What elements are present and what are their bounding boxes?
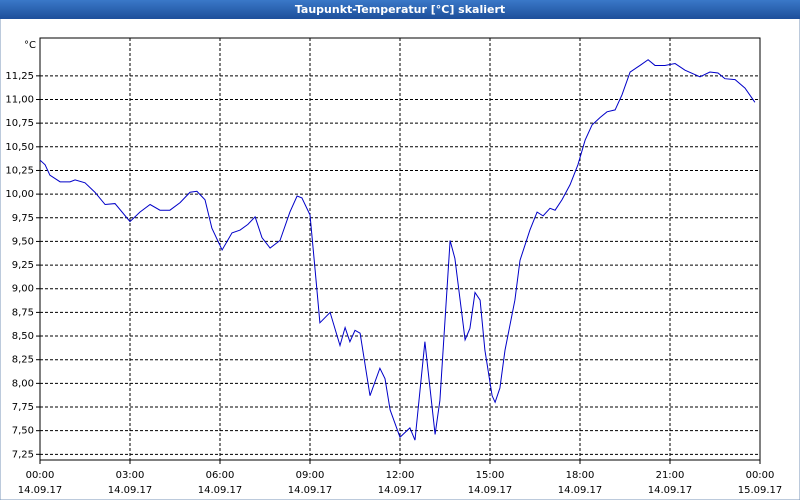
x-tick-label: 18:00 [566,470,595,481]
y-tick-label: 10,25 [5,165,34,176]
y-tick-label: 10,50 [5,142,34,153]
x-tick-label: 06:00 [206,470,235,481]
x-tick-date: 14.09.17 [648,485,693,496]
y-tick-label: 9,50 [12,236,34,247]
y-tick-label: 9,75 [12,213,34,224]
y-tick-label: 9,25 [12,260,34,271]
y-tick-label: 7,25 [12,449,34,460]
x-tick-label: 12:00 [386,470,415,481]
x-tick-label: 03:00 [116,470,145,481]
x-tick-date: 14.09.17 [468,485,513,496]
y-tick-label: 8,25 [12,355,34,366]
data-line [39,59,756,441]
chart-title: Taupunkt-Temperatur [°C] skaliert [295,3,505,16]
x-tick-label: 00:00 [26,470,55,481]
x-tick-date: 14.09.17 [378,485,423,496]
x-tick-label: 00:00 [746,470,775,481]
plot: 7,25 7,50 7,75 8,00 8,25 8,50 8,75 9,00 9,25 9,50… [5,37,783,496]
x-tick-label: 15:00 [476,470,505,481]
x-tick-date: 14.09.17 [558,485,603,496]
y-tick-label: 10,00 [5,189,34,200]
x-tick-date: 14.09.17 [108,485,153,496]
y-tick-label: 11,25 [5,71,34,82]
title-bar [0,0,800,19]
y-tick-label: 11,00 [5,95,34,106]
x-tick-label: 21:00 [656,470,685,481]
y-tick-label: 8,75 [12,307,34,318]
x-tick-date: 14.09.17 [18,485,63,496]
y-tick-label: 10,75 [5,118,34,129]
x-tick-date: 14.09.17 [288,485,333,496]
y-tick-label: 7,75 [12,402,34,413]
y-axis-label: °C [24,40,36,51]
y-tick-label: 8,50 [12,331,34,342]
x-tick-date: 15.09.17 [738,485,783,496]
y-tick-label: 8,00 [12,378,34,389]
x-tick-label: 09:00 [296,470,325,481]
plot-border [39,37,761,461]
y-tick-label: 9,00 [12,284,34,295]
x-tick-date: 14.09.17 [198,485,243,496]
y-tick-label: 7,50 [12,426,34,437]
